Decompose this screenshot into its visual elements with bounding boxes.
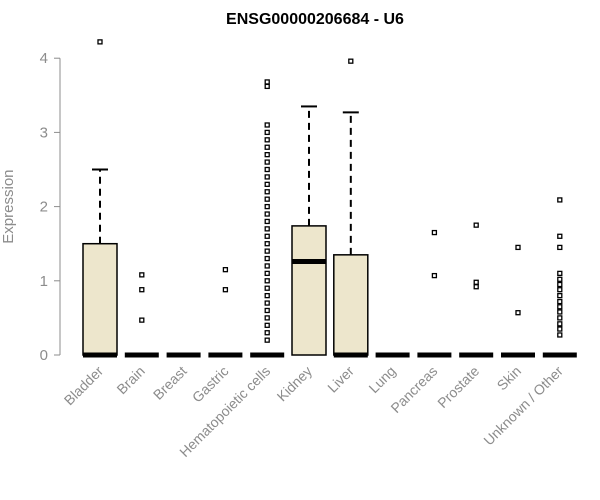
y-tick-label: 0 [40,347,48,364]
outlier-point [264,129,270,136]
x-tick-label: Unknown / Other [480,363,566,449]
outlier-point [264,248,270,254]
y-tick-label: 3 [40,124,48,141]
chart-title: ENSG00000206684 - U6 [226,11,404,28]
outlier-point [264,300,270,306]
outlier-point [515,310,521,316]
outlier-point [264,83,270,90]
x-tick-label: Brain [113,363,147,397]
outlier-point [264,270,270,277]
x-tick-label: Breast [150,363,190,403]
outlier-point [264,144,270,150]
outlier-point [557,309,563,315]
box-pancreas [417,229,452,358]
outlier-point [348,58,354,64]
box-brain [124,272,159,358]
outlier-point [264,330,270,336]
box-bladder [82,39,118,358]
box-prostate [459,222,494,358]
outlier-point [264,159,270,165]
outlier-point [264,226,270,232]
outlier-point [557,281,563,288]
outlier-point [264,292,270,299]
box-unknown-other [542,197,577,358]
y-tick-label: 2 [40,199,48,216]
outlier-point [264,174,270,180]
outlier-point [515,244,521,251]
outlier-point [97,39,103,45]
outlier-point [557,270,563,277]
outlier-point [431,272,438,279]
outlier-point [222,287,229,293]
outlier-point [557,332,563,338]
outlier-point [557,315,563,321]
x-tick-label: Skin [494,363,525,394]
outlier-point [473,222,479,228]
outlier-point [557,197,563,203]
outlier-point [264,166,270,173]
box-hematopoietic-cells [250,79,285,358]
outlier-point [264,218,270,225]
y-axis-label: Expression [0,169,17,243]
y-axis-ticks: 0 1 2 3 4 [40,50,60,364]
outlier-point [264,263,270,269]
outlier-point [264,152,270,158]
outlier-point [264,122,270,128]
box-skin [501,244,535,358]
box-kidney [291,105,327,356]
y-tick-label: 4 [40,50,48,67]
box-body [333,254,369,356]
outlier-point [557,321,563,327]
outlier-point [264,322,270,328]
outlier-point [557,276,563,282]
outlier-point [264,255,270,262]
outlier-point [473,284,479,290]
box-liver [333,58,369,358]
outlier-point [431,229,438,236]
outlier-point [222,267,229,273]
outlier-point [264,196,270,202]
outlier-point [264,337,270,343]
outlier-point [264,278,270,284]
outlier-point [139,287,145,293]
box-body [291,225,327,356]
outlier-point [264,307,270,314]
outlier-point [557,304,563,310]
outlier-point [557,292,563,299]
outlier-point [264,137,270,143]
outlier-point [557,233,563,239]
boxplot-boxes [82,39,577,358]
outlier-point [264,203,270,210]
y-tick-label: 1 [40,273,48,290]
box-gastric [208,267,243,358]
outlier-point [264,315,270,321]
outlier-point [264,233,270,239]
outlier-point [557,326,563,332]
outlier-point [264,241,270,247]
x-tick-label: Bladder [61,363,107,409]
outlier-point [264,181,270,187]
outlier-point [557,287,563,293]
outlier-point [264,189,270,195]
outlier-point [473,279,479,285]
outlier-point [264,79,270,85]
box-body [82,242,118,356]
outlier-point [139,272,145,278]
outlier-point [139,317,145,323]
outlier-point [264,211,270,217]
x-tick-label: Kidney [274,363,316,405]
outlier-point [264,285,270,291]
outlier-point [557,298,563,305]
x-tick-label: Lung [365,363,398,396]
outlier-point [557,244,563,251]
x-tick-label: Liver [324,363,357,396]
x-tick-label: Prostate [434,363,482,411]
